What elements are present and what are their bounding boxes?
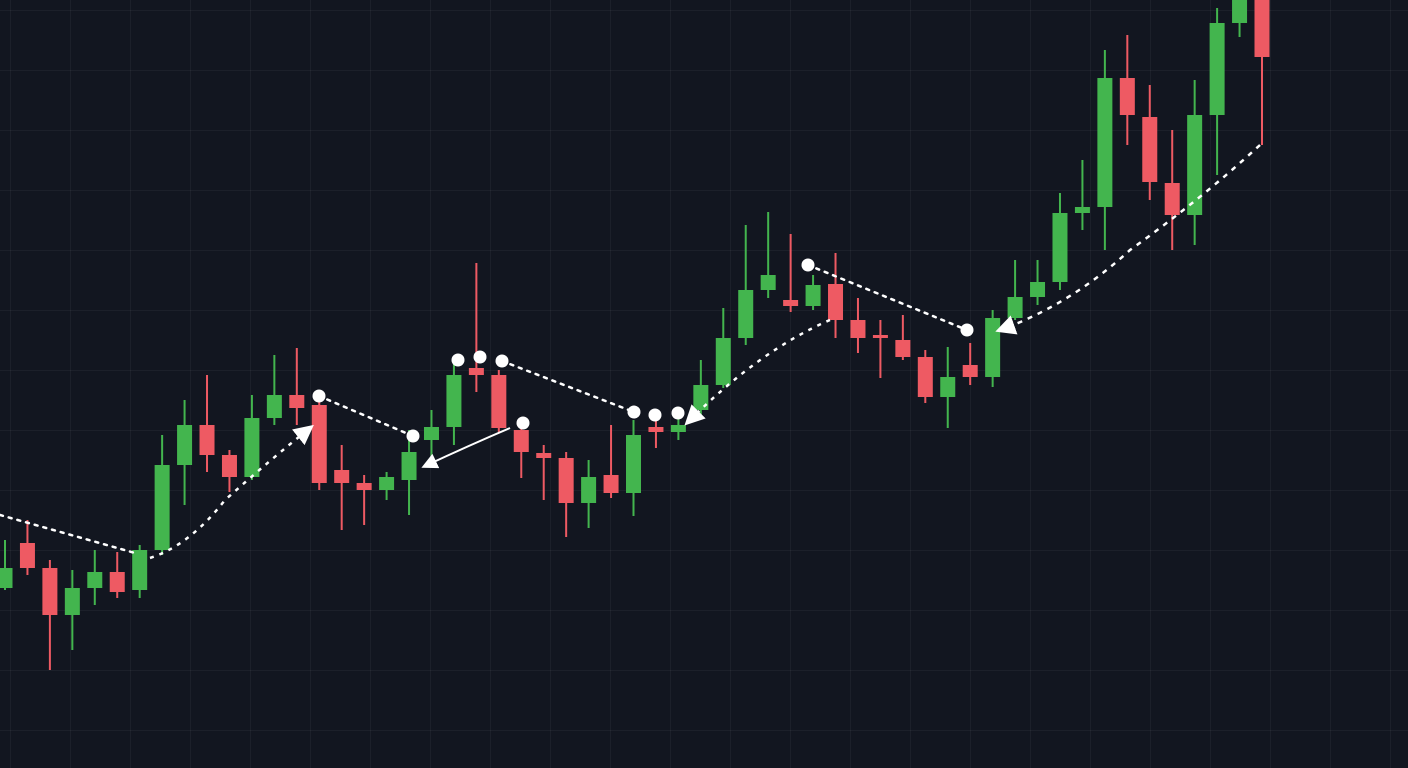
candle-body	[1097, 78, 1113, 207]
swing-point	[406, 429, 420, 443]
candle-body	[1030, 282, 1046, 297]
swing-point	[648, 408, 662, 422]
candle-body	[940, 377, 956, 397]
candle-body	[1052, 213, 1068, 282]
candle-body	[289, 395, 305, 408]
candle-body	[64, 588, 80, 615]
candle-body	[895, 340, 911, 357]
candle-body	[805, 285, 821, 306]
candle-body	[132, 550, 148, 590]
trend-arrow	[684, 318, 831, 426]
candle-body	[738, 290, 754, 338]
candle-body	[19, 543, 35, 568]
candle-body	[468, 368, 484, 375]
candle-body	[558, 458, 574, 503]
candle-body	[266, 395, 282, 418]
trend-line	[317, 394, 415, 438]
candle-body	[446, 375, 462, 427]
trend-arrow	[149, 424, 314, 560]
candle-body	[423, 427, 439, 440]
trend-arrow	[421, 427, 511, 469]
candle-body	[670, 425, 686, 432]
candle-body	[626, 435, 641, 493]
swing-point	[671, 406, 685, 420]
trend-line	[500, 359, 636, 414]
candle-body	[0, 568, 13, 588]
candle-body	[513, 430, 529, 452]
candle-body	[1209, 23, 1225, 115]
candles	[0, 0, 1270, 670]
candle-body	[1187, 115, 1203, 215]
candle-body	[1254, 0, 1270, 57]
candle-body	[1119, 78, 1135, 115]
annotations	[0, 144, 1261, 560]
trend-line	[806, 263, 969, 332]
candle-body	[917, 357, 933, 397]
swing-points	[312, 258, 974, 443]
candle-body	[401, 452, 417, 480]
candle-body	[783, 300, 799, 306]
trend-arrow	[995, 144, 1261, 335]
candle-body	[850, 320, 866, 338]
trend-line	[0, 513, 137, 555]
candle-body	[536, 453, 552, 458]
candle-body	[199, 425, 215, 455]
candle-body	[693, 385, 709, 410]
candle-body	[715, 338, 731, 385]
candle-body	[603, 475, 619, 493]
candle-body	[244, 418, 260, 477]
candle-body	[985, 318, 1001, 377]
candle-body	[581, 477, 597, 503]
candle-body	[356, 483, 372, 490]
swing-point	[495, 354, 509, 368]
candle-body	[221, 455, 237, 477]
candle-body	[1164, 183, 1180, 215]
swing-point	[516, 416, 530, 430]
candle-body	[962, 365, 978, 377]
candle-body	[648, 427, 664, 432]
candle-body	[154, 465, 170, 550]
swing-point	[960, 323, 974, 337]
candle-body	[1074, 207, 1090, 213]
candle-body	[1007, 297, 1023, 318]
swing-point	[451, 353, 465, 367]
candle-body	[1232, 0, 1248, 23]
candle-body	[311, 405, 327, 483]
candle-body	[334, 470, 350, 483]
swing-point	[312, 389, 326, 403]
swing-point	[801, 258, 815, 272]
candle-body	[760, 275, 776, 290]
swing-point	[473, 350, 487, 364]
candle-body	[42, 568, 58, 615]
swing-point	[627, 405, 641, 419]
candle-body	[177, 425, 193, 465]
candle-body	[87, 572, 103, 588]
candle-body	[872, 335, 888, 338]
candle-body	[491, 375, 507, 428]
candle-body	[828, 284, 844, 320]
candle-body	[1142, 117, 1158, 182]
candle-body	[109, 572, 125, 592]
candle-body	[379, 477, 395, 490]
